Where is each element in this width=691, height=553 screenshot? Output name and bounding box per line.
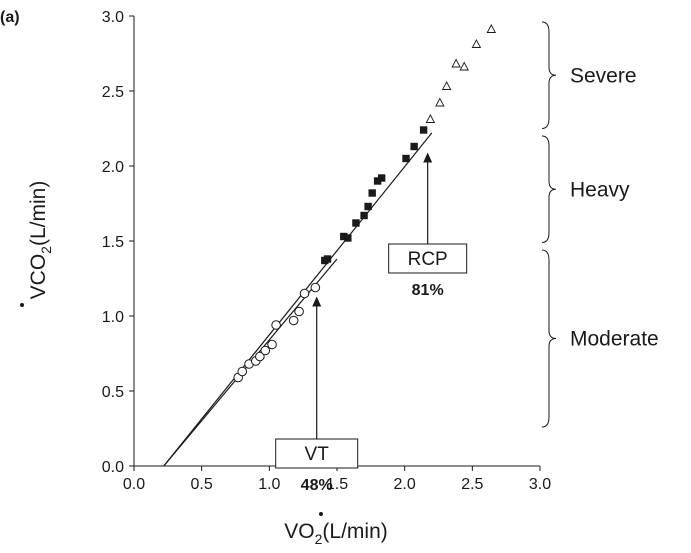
moderate-point xyxy=(294,306,304,317)
moderate-point xyxy=(237,366,248,377)
y-tick-label: 1.5 xyxy=(102,234,124,251)
y-axis-title-unit: (L/min) xyxy=(27,181,50,246)
x-axis-title-unit: (L/min) xyxy=(322,520,387,543)
data-points xyxy=(233,24,497,383)
severe-point xyxy=(441,81,452,90)
x-tick-label: 0.5 xyxy=(191,476,213,493)
y-axis-title-subscript: 2 xyxy=(38,246,54,254)
x-axis-title-main: O xyxy=(298,520,314,543)
x-tick-label: 0.0 xyxy=(123,476,145,493)
fit-lines xyxy=(163,132,433,467)
y-axis-title: VCO2(L/min) xyxy=(27,181,54,300)
y-axis-title-prefix: V xyxy=(27,285,50,299)
zone-brace xyxy=(541,135,557,243)
heavy-point xyxy=(410,142,418,151)
moderate-point xyxy=(267,339,277,350)
regression-line xyxy=(163,132,433,467)
y-tick-label: 3.0 xyxy=(102,9,124,26)
x-tick-label: 2.5 xyxy=(461,476,483,493)
y-tick-label: 2.5 xyxy=(102,84,124,101)
threshold-arrow-head xyxy=(423,152,433,163)
heavy-point xyxy=(373,177,382,185)
y-tick-label: 0.5 xyxy=(102,384,124,401)
axes: 0.0 0.5 1.0 1.5 2.0 2.5 3.0 0.0 0.5 1.0 1.5 2.0 2.5… xyxy=(102,9,551,493)
y-axis-title-dot xyxy=(20,303,24,307)
moderate-point xyxy=(288,315,299,326)
x-tick-label: 1.5 xyxy=(326,476,348,493)
y-tick-label: 2.0 xyxy=(102,159,124,176)
heavy-point xyxy=(323,255,332,263)
y-axis-title-main: CO xyxy=(27,254,50,286)
y-tick-label: 0.0 xyxy=(102,459,124,476)
heavy-point xyxy=(364,202,372,211)
heavy-point xyxy=(340,232,348,241)
zone-label: Heavy xyxy=(570,178,630,201)
severe-point xyxy=(451,58,461,68)
zone-brace xyxy=(541,249,557,428)
moderate-point xyxy=(255,351,265,362)
x-axis-title-subscript: 2 xyxy=(315,531,323,547)
zone-label: Severe xyxy=(570,64,637,87)
moderate-point xyxy=(310,282,321,293)
threshold-annotations: VT 48% RCP 81% xyxy=(275,152,468,494)
intensity-zones: Severe Heavy Moderate xyxy=(541,21,659,428)
panel-label: (a) xyxy=(0,9,20,26)
moderate-point xyxy=(271,320,281,330)
severe-point xyxy=(435,97,445,107)
severe-point xyxy=(471,39,482,48)
x-axis-title-dot xyxy=(319,512,323,516)
heavy-point xyxy=(377,174,386,182)
threshold-label: RCP xyxy=(408,249,448,270)
threshold-percent: 81% xyxy=(412,282,444,299)
x-tick-label: 2.0 xyxy=(394,476,416,493)
heavy-point xyxy=(368,189,376,197)
x-axis-title: VO2(L/min) xyxy=(284,520,388,547)
severe-point xyxy=(486,24,497,33)
heavy-point xyxy=(402,154,410,163)
zone-label: Moderate xyxy=(570,328,659,351)
heavy-point xyxy=(352,219,360,227)
moderate-point xyxy=(260,345,271,356)
y-axis-ticks: 0.0 0.5 1.0 1.5 2.0 2.5 3.0 xyxy=(102,9,134,476)
y-tick-label: 1.0 xyxy=(102,309,124,326)
threshold-percent: 48% xyxy=(301,477,333,494)
severe-point xyxy=(425,114,436,123)
zone-brace xyxy=(541,21,557,129)
threshold-box xyxy=(388,243,468,274)
threshold-label: VT xyxy=(305,444,330,465)
x-axis-ticks: 0.0 0.5 1.0 1.5 2.0 2.5 3.0 xyxy=(123,466,551,493)
heavy-point xyxy=(419,126,428,134)
threshold-arrow-head xyxy=(312,296,322,307)
heavy-point xyxy=(360,211,368,220)
x-axis-title-prefix: V xyxy=(284,520,298,543)
severe-point xyxy=(459,61,469,71)
moderate-point xyxy=(299,288,310,299)
heavy-point xyxy=(344,234,352,242)
y-axis-title-group: VCO2(L/min) xyxy=(20,181,54,307)
x-tick-label: 3.0 xyxy=(529,476,551,493)
threshold-box xyxy=(275,438,359,469)
x-tick-label: 1.0 xyxy=(258,476,280,493)
